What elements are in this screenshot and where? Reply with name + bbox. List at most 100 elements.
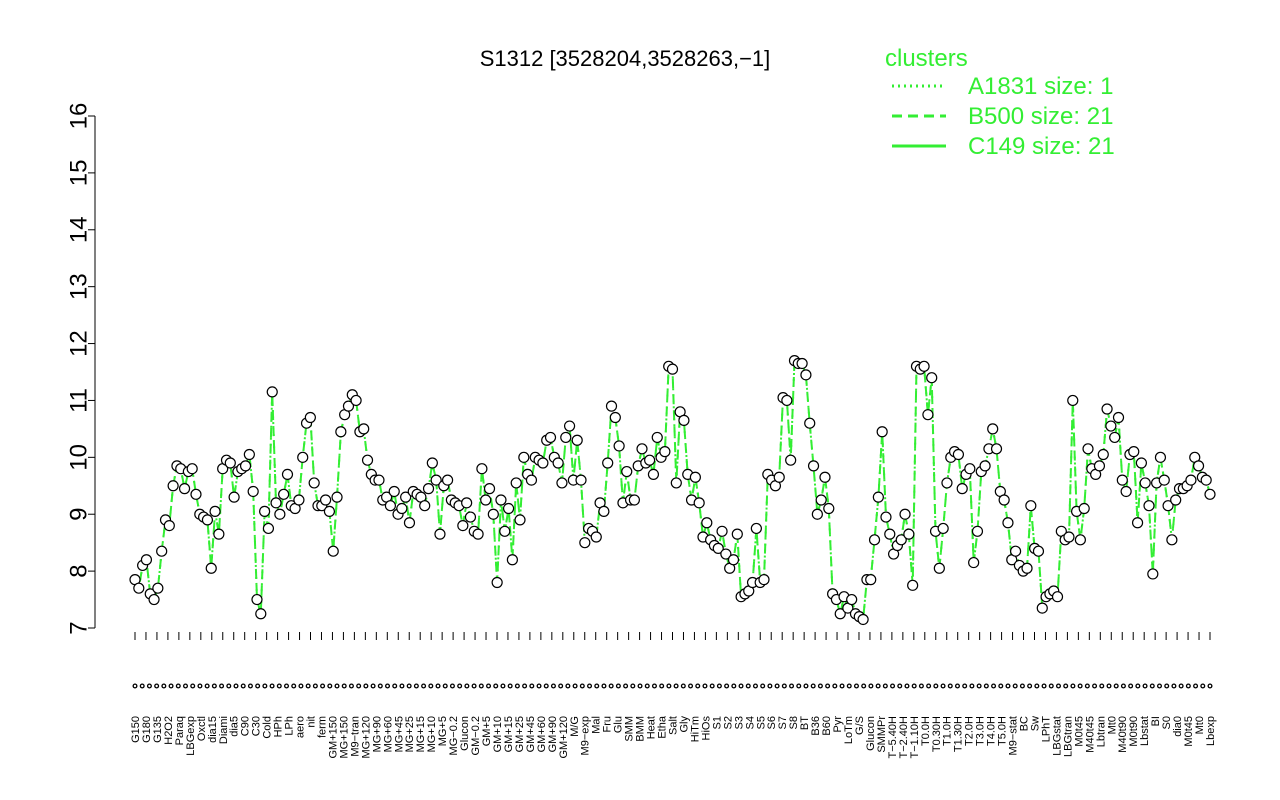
data-point — [823, 502, 835, 515]
rug-mark-center — [407, 684, 411, 688]
rug-mark-center — [213, 684, 216, 688]
data-point — [186, 463, 198, 475]
data-point — [297, 451, 309, 463]
x-tick-label: MG+25 — [404, 716, 416, 752]
data-point — [602, 457, 614, 469]
data-point — [384, 500, 397, 512]
data-point — [1109, 431, 1121, 444]
rug-mark-center — [1071, 684, 1075, 688]
x-tick-label: M0t45 — [1073, 716, 1085, 747]
data-point — [903, 528, 915, 540]
rug-mark-center — [1050, 684, 1053, 688]
x-tick-label: Lbexp — [1205, 716, 1217, 746]
rug-mark-center — [624, 684, 627, 688]
x-tick-label: M0t90 — [1128, 716, 1140, 747]
data-points — [129, 355, 1216, 626]
data-point — [1170, 494, 1182, 506]
x-tick-label: ferm — [316, 716, 328, 738]
y-tick-label: 8 — [65, 564, 92, 577]
rug-mark-center — [220, 684, 223, 688]
data-point — [990, 443, 1003, 455]
rug-mark-center — [371, 684, 375, 688]
data-point — [274, 508, 286, 520]
rug-mark-center — [920, 684, 923, 688]
x-tick-label: Glu — [613, 716, 625, 733]
data-point — [552, 457, 564, 469]
rug-mark-center — [1172, 684, 1176, 688]
rug-mark-center — [833, 684, 837, 688]
x-tick-label: Diami — [218, 716, 230, 744]
rug-mark-center — [977, 684, 981, 688]
data-point — [502, 502, 515, 515]
rug-mark-center — [523, 684, 526, 688]
rug-mark-center — [934, 684, 938, 688]
data-point — [304, 411, 316, 424]
data-point — [979, 460, 991, 472]
data-point — [361, 454, 374, 466]
rug-mark-center — [184, 684, 187, 688]
data-point — [621, 465, 633, 478]
data-point — [659, 446, 671, 458]
data-point — [1204, 488, 1216, 500]
data-point — [205, 562, 217, 574]
x-tick-label: S2 — [722, 716, 734, 729]
data-point — [720, 548, 732, 560]
data-point — [670, 477, 682, 489]
rug-mark-center — [335, 684, 339, 688]
axes: 7 8 9 10 11 12 13 14 15 16 — [65, 103, 96, 635]
data-point — [544, 431, 557, 444]
y-tick-label: 14 — [65, 216, 92, 243]
data-point — [644, 454, 656, 466]
data-point — [335, 426, 347, 438]
rug-mark-center — [949, 684, 952, 688]
data-point — [487, 508, 499, 520]
rug-mark-center — [1201, 684, 1204, 688]
rug-mark-center — [242, 684, 245, 688]
data-point — [563, 420, 576, 432]
x-tick-label: dia5 — [229, 716, 241, 737]
x-tick-label: Salt — [668, 716, 680, 735]
rug-mark-center — [364, 684, 368, 688]
data-point — [430, 474, 442, 486]
rug-mark-center — [682, 684, 685, 688]
x-tick-label: MG+120 — [360, 716, 372, 759]
data-point — [865, 574, 877, 586]
x-tick-label: G180 — [141, 716, 153, 743]
rug-mark-center — [710, 684, 714, 688]
x-tick-label: S8 — [788, 716, 800, 729]
data-point — [693, 497, 705, 509]
x-tick-label: SMMPr — [876, 716, 888, 753]
rug-mark-center — [133, 684, 137, 688]
rug-mark-center — [451, 684, 454, 688]
rug-mark-center — [1006, 684, 1010, 688]
data-point — [819, 471, 831, 483]
data-point — [441, 474, 454, 486]
x-tick-label: M/G — [569, 716, 581, 737]
data-point — [327, 545, 339, 557]
data-point — [613, 440, 625, 452]
rug-mark-center — [566, 684, 570, 688]
data-point — [224, 457, 236, 469]
rug-mark-center — [826, 684, 829, 688]
x-tick-label: T4.0H — [986, 716, 998, 746]
data-point — [457, 519, 469, 532]
rug-mark-center — [754, 684, 757, 688]
rug-mark-center — [884, 684, 887, 688]
data-point — [804, 417, 816, 429]
rug-mark-center — [660, 684, 663, 688]
data-point — [163, 519, 175, 532]
rug-mark-center — [328, 684, 331, 688]
rug-mark-center — [1042, 684, 1046, 688]
rug-mark-center — [876, 684, 880, 688]
data-point — [933, 562, 945, 574]
x-tick-label: M9−exp — [580, 716, 592, 755]
rug-mark-center — [205, 684, 209, 688]
rug-mark-center — [1208, 684, 1212, 688]
data-point — [1128, 446, 1140, 458]
data-point — [1021, 562, 1033, 574]
data-point — [1036, 602, 1048, 614]
rug-mark-center — [653, 684, 656, 688]
x-tick-label: Glucon — [459, 716, 471, 751]
x-tick-label: LBGstat — [1051, 716, 1063, 756]
